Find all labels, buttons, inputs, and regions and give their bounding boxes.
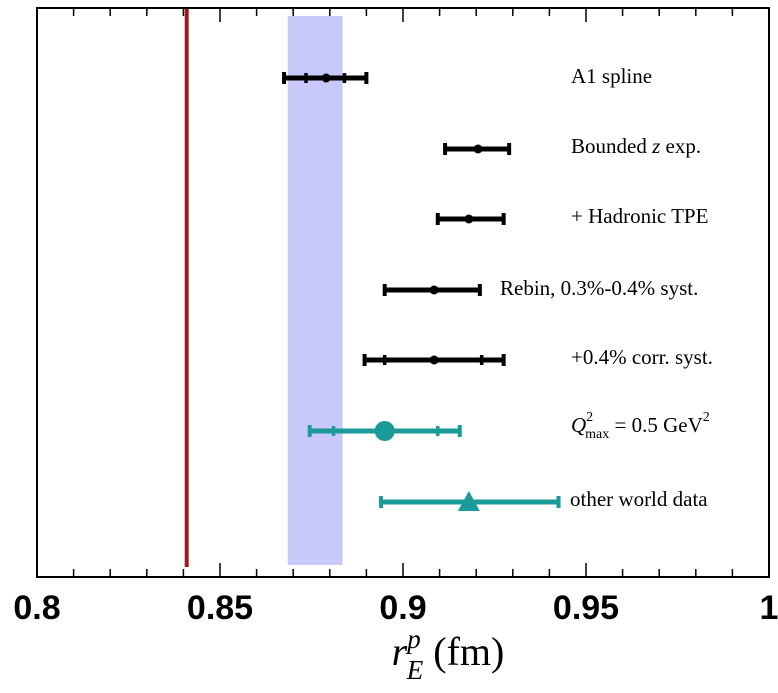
x-axis-label: rp E (fm) — [392, 624, 505, 685]
row-label: +0.4% corr. syst. — [571, 345, 713, 369]
data-point-marker — [429, 285, 439, 295]
x-tick-label: 0.8 — [13, 589, 60, 627]
data-point-marker — [473, 144, 483, 154]
row-label: A1 spline — [571, 64, 652, 88]
x-ticks — [36, 8, 770, 577]
data-points — [282, 72, 561, 511]
row-label: + Hadronic TPE — [571, 204, 708, 228]
data-point-marker — [457, 491, 480, 511]
data-point-group — [307, 421, 462, 441]
x-tick-label: 0.9 — [379, 589, 426, 627]
x-tick-label: 0.95 — [553, 589, 619, 627]
data-point-group — [379, 491, 561, 511]
data-point-marker — [464, 214, 474, 224]
reference-band-layer — [287, 16, 343, 565]
data-point-marker — [374, 421, 395, 441]
data-point-marker — [429, 355, 439, 365]
row-label: other world data — [570, 487, 708, 511]
data-point-group — [443, 143, 512, 155]
data-point-marker — [321, 73, 331, 83]
row-labels: A1 spline Bounded z exp. + Hadronic TPE Reb… — [500, 64, 713, 511]
x-tick-labels: 0.8 0.85 0.9 0.95 1 — [13, 589, 778, 627]
row-label: Q2 max = 0.5 GeV2 — [571, 410, 710, 442]
data-point-group — [362, 354, 506, 366]
row-label: Bounded z exp. — [571, 134, 701, 158]
row-label: Rebin, 0.3%-0.4% syst. — [500, 276, 698, 300]
data-point-group — [282, 72, 369, 84]
x-tick-label: 1 — [760, 589, 778, 627]
reference-band — [287, 16, 343, 565]
x-tick-label: 0.85 — [187, 589, 253, 627]
data-point-group — [435, 213, 506, 225]
data-point-group — [382, 284, 482, 296]
